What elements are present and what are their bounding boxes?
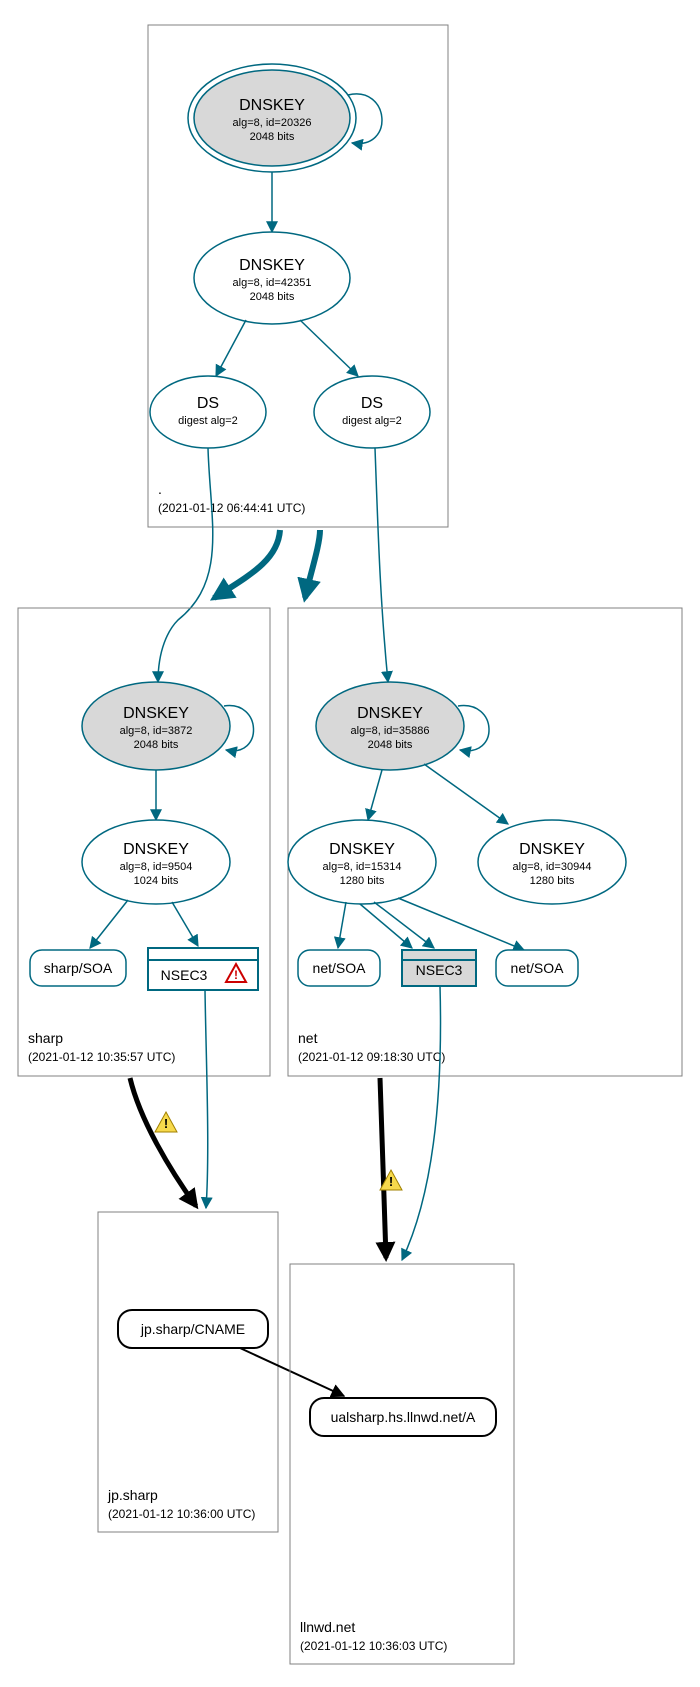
zone-net-timestamp: (2021-01-12 09:18:30 UTC): [298, 1050, 445, 1064]
zone-sharp-timestamp: (2021-01-12 10:35:57 UTC): [28, 1050, 175, 1064]
svg-text:DNSKEY: DNSKEY: [239, 257, 305, 274]
edge-sharp-to-jpsharp-zone: [130, 1078, 196, 1206]
svg-text:DNSKEY: DNSKEY: [519, 841, 585, 858]
svg-text:sharp/SOA: sharp/SOA: [44, 960, 113, 976]
edge-sharp-nsec-to-jpsharp: [205, 990, 208, 1208]
edge-net-ksk-zsk2: [424, 764, 508, 824]
svg-text:DS: DS: [197, 395, 219, 412]
node-sharp-soa: sharp/SOA: [30, 950, 126, 986]
node-llnwd-a: ualsharp.hs.llnwd.net/A: [310, 1398, 496, 1436]
svg-text:NSEC3: NSEC3: [416, 962, 463, 978]
zone-jpsharp-label: jp.sharp: [107, 1487, 158, 1503]
zone-llnwd-timestamp: (2021-01-12 10:36:03 UTC): [300, 1639, 447, 1653]
node-net-zsk: DNSKEY alg=8, id=15314 1280 bits: [288, 820, 436, 904]
zone-llnwd-label: llnwd.net: [300, 1619, 355, 1635]
edge-sharp-zsk-nsec: [172, 902, 198, 946]
svg-text:1280 bits: 1280 bits: [340, 875, 385, 887]
svg-text:!: !: [389, 1174, 393, 1189]
zone-jpsharp-timestamp: (2021-01-12 10:36:00 UTC): [108, 1507, 255, 1521]
svg-text:alg=8, id=15314: alg=8, id=15314: [323, 861, 402, 873]
svg-text:ualsharp.hs.llnwd.net/A: ualsharp.hs.llnwd.net/A: [331, 1409, 476, 1425]
svg-text:1024 bits: 1024 bits: [134, 875, 179, 887]
zone-root-timestamp: (2021-01-12 06:44:41 UTC): [158, 501, 305, 515]
edge-net-nsec-to-llnwd: [402, 986, 441, 1260]
svg-text:DNSKEY: DNSKEY: [123, 841, 189, 858]
svg-text:DNSKEY: DNSKEY: [357, 705, 423, 722]
node-net-zsk2: DNSKEY alg=8, id=30944 1280 bits: [478, 820, 626, 904]
node-sharp-nsec3: NSEC3 !: [148, 948, 258, 990]
svg-text:2048 bits: 2048 bits: [134, 739, 179, 751]
svg-text:alg=8, id=3872: alg=8, id=3872: [120, 725, 193, 737]
svg-text:alg=8, id=35886: alg=8, id=35886: [351, 725, 430, 737]
zone-jpsharp-box: [98, 1212, 278, 1532]
svg-text:1280 bits: 1280 bits: [530, 875, 575, 887]
svg-text:DNSKEY: DNSKEY: [329, 841, 395, 858]
svg-text:jp.sharp/CNAME: jp.sharp/CNAME: [140, 1321, 245, 1337]
edge-net-zsk-soa1: [338, 902, 346, 948]
edge-sharp-zsk-soa: [90, 900, 128, 948]
zone-llnwd-box: [290, 1264, 514, 1664]
svg-text:digest alg=2: digest alg=2: [178, 415, 238, 427]
edge-root-zsk-ds-left: [216, 320, 246, 376]
edge-ds-left-sharp-ksk: [158, 448, 213, 682]
svg-text:net/SOA: net/SOA: [313, 960, 367, 976]
warning-icon-sharp: !: [155, 1112, 177, 1132]
svg-text:DNSKEY: DNSKEY: [123, 705, 189, 722]
edge-root-zsk-ds-right: [300, 320, 358, 376]
svg-text:alg=8, id=30944: alg=8, id=30944: [513, 861, 592, 873]
svg-text:net/SOA: net/SOA: [511, 960, 565, 976]
node-root-ksk: DNSKEY alg=8, id=20326 2048 bits: [188, 64, 356, 172]
svg-text:alg=8, id=20326: alg=8, id=20326: [233, 117, 312, 129]
svg-text:alg=8, id=42351: alg=8, id=42351: [233, 277, 312, 289]
edge-root-to-net-zone: [305, 530, 320, 598]
svg-text:DNSKEY: DNSKEY: [239, 97, 305, 114]
node-net-nsec3: NSEC3: [402, 950, 476, 986]
edge-net-ksk-zsk: [368, 770, 382, 820]
node-ds-right: DS digest alg=2: [314, 376, 430, 448]
edge-ds-right-net-ksk: [375, 448, 388, 682]
edge-root-ksk-self: [348, 94, 382, 144]
svg-text:2048 bits: 2048 bits: [250, 291, 295, 303]
svg-text:2048 bits: 2048 bits: [250, 131, 295, 143]
edge-net-to-llnwd-zone: [380, 1078, 386, 1258]
edge-cname-to-a: [240, 1348, 344, 1396]
node-sharp-zsk: DNSKEY alg=8, id=9504 1024 bits: [82, 820, 230, 904]
node-net-soa2: net/SOA: [496, 950, 578, 986]
node-ds-left: DS digest alg=2: [150, 376, 266, 448]
zone-net-label: net: [298, 1030, 318, 1046]
node-net-soa1: net/SOA: [298, 950, 380, 986]
node-jp-cname: jp.sharp/CNAME: [118, 1310, 268, 1348]
svg-text:!: !: [164, 1116, 168, 1131]
svg-text:digest alg=2: digest alg=2: [342, 415, 402, 427]
zone-root-label: .: [158, 481, 162, 497]
edge-net-zsk-soa2: [398, 898, 524, 950]
zone-sharp-label: sharp: [28, 1030, 63, 1046]
edge-root-to-sharp-zone: [214, 530, 280, 598]
svg-text:2048 bits: 2048 bits: [368, 739, 413, 751]
node-root-zsk: DNSKEY alg=8, id=42351 2048 bits: [194, 232, 350, 324]
node-sharp-ksk: DNSKEY alg=8, id=3872 2048 bits: [82, 682, 230, 770]
svg-text:NSEC3: NSEC3: [161, 967, 208, 983]
svg-text:!: !: [234, 968, 238, 982]
svg-text:alg=8, id=9504: alg=8, id=9504: [120, 861, 193, 873]
svg-text:DS: DS: [361, 395, 383, 412]
node-net-ksk: DNSKEY alg=8, id=35886 2048 bits: [316, 682, 464, 770]
